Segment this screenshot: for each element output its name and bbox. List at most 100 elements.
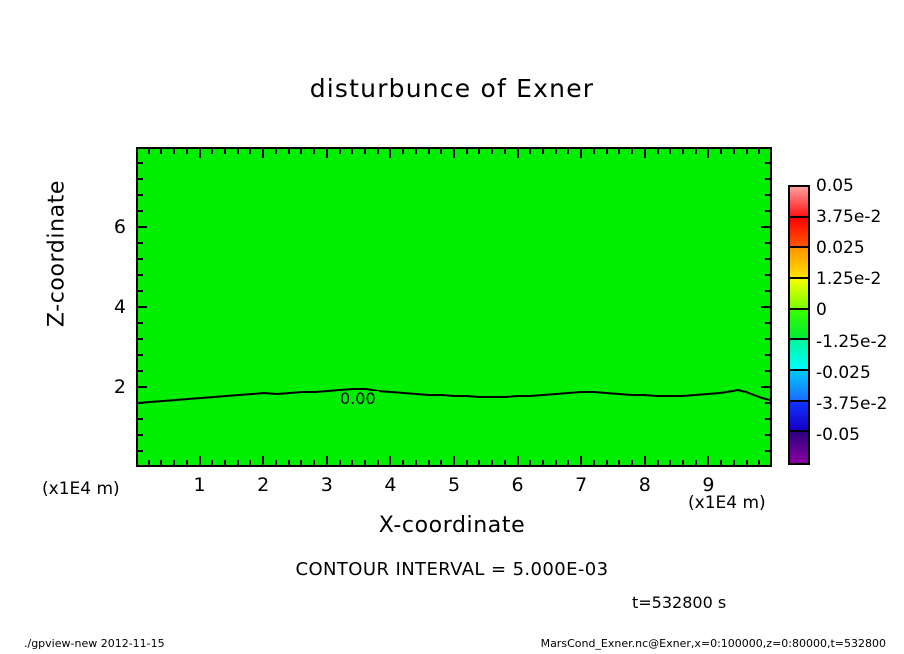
x-tick-mark: [618, 149, 621, 154]
colorbar-label: 0.05: [816, 176, 854, 196]
x-tick-mark: [720, 460, 723, 465]
x-tick-mark: [542, 460, 545, 465]
y-tick-mark: [138, 258, 143, 260]
x-tick-mark: [389, 149, 392, 158]
x-tick-mark: [567, 460, 570, 465]
x-tick-mark: [643, 456, 646, 465]
colorbar-segment: [790, 401, 808, 433]
x-tick-mark: [300, 149, 303, 154]
x-tick-mark: [262, 149, 265, 158]
y-tick-mark: [765, 194, 770, 196]
y-tick-mark: [138, 354, 143, 356]
x-tick-mark: [325, 149, 328, 158]
x-tick-mark: [160, 460, 163, 465]
x-tick-mark: [681, 460, 684, 465]
x-tick-mark: [313, 460, 316, 465]
y-tick-mark: [138, 386, 147, 388]
y-tick-label: 2: [113, 376, 126, 398]
x-tick-mark: [491, 149, 494, 154]
x-tick-mark: [249, 460, 252, 465]
timestamp-label: t=532800 s: [632, 593, 727, 612]
footer-source-label: MarsCond_Exner.nc@Exner,x=0:100000,z=0:8…: [540, 637, 886, 650]
x-tick-mark: [414, 460, 417, 465]
x-tick-mark: [669, 460, 672, 465]
x-tick-mark: [185, 460, 188, 465]
x-tick-mark: [503, 149, 506, 154]
y-tick-mark: [765, 274, 770, 276]
y-tick-mark: [765, 450, 770, 452]
x-tick-mark: [274, 460, 277, 465]
x-tick-label: 9: [702, 474, 715, 496]
x-tick-mark: [363, 460, 366, 465]
colorbar-label: -0.025: [816, 362, 871, 383]
y-tick-mark: [138, 162, 143, 164]
x-tick-label: 8: [638, 474, 651, 496]
x-tick-mark: [694, 460, 697, 465]
x-tick-mark: [287, 149, 290, 154]
y-tick-mark: [765, 322, 770, 324]
y-tick-mark: [765, 354, 770, 356]
x-tick-mark: [529, 460, 532, 465]
x-tick-mark: [198, 149, 201, 158]
y-tick-mark: [138, 402, 143, 404]
x-tick-label: 4: [384, 474, 397, 496]
x-tick-mark: [669, 149, 672, 154]
y-tick-label: 6: [113, 216, 126, 238]
x-tick-mark: [198, 456, 201, 465]
x-tick-mark: [224, 149, 227, 154]
x-tick-mark: [427, 460, 430, 465]
colorbar-label: 0.025: [816, 238, 865, 259]
x-axis-title: X-coordinate: [378, 513, 526, 538]
x-tick-label: 7: [575, 474, 588, 496]
x-tick-label: 6: [511, 474, 524, 496]
page-title: disturbunce of Exner: [309, 74, 595, 103]
x-tick-mark: [478, 149, 481, 154]
x-tick-mark: [720, 149, 723, 154]
x-tick-mark: [656, 149, 659, 154]
x-tick-mark: [300, 460, 303, 465]
x-tick-mark: [414, 149, 417, 154]
colorbar-label: 3.75e-2: [816, 207, 882, 228]
x-tick-mark: [453, 456, 455, 465]
x-tick-mark: [376, 149, 379, 154]
x-tick-mark: [287, 460, 290, 465]
x-tick-mark: [732, 460, 735, 465]
x-tick-label: 5: [447, 474, 461, 496]
x-tick-mark: [758, 149, 761, 154]
colorbar-segment: [790, 217, 808, 249]
x-tick-mark: [567, 149, 570, 154]
y-tick-mark: [138, 338, 143, 340]
contour-interval-note: CONTOUR INTERVAL = 5.000E-03: [295, 559, 609, 580]
y-tick-mark: [765, 338, 770, 340]
y-tick-mark: [761, 386, 770, 388]
x-tick-mark: [249, 149, 252, 154]
y-tick-mark: [765, 434, 770, 436]
colorbar-segment: [790, 340, 808, 371]
x-tick-mark: [363, 149, 366, 154]
x-tick-mark: [173, 149, 176, 154]
y-tick-mark: [761, 306, 770, 308]
plot-area: [136, 147, 772, 467]
colorbar-segment: [790, 432, 808, 463]
x-tick-mark: [453, 149, 455, 158]
colorbar-label: 1.25e-2: [816, 269, 882, 290]
x-tick-mark: [465, 460, 468, 465]
y-tick-mark: [138, 418, 143, 420]
x-tick-mark: [376, 460, 379, 465]
y-tick-mark: [765, 290, 770, 292]
colorbar: [788, 185, 810, 465]
x-tick-mark: [351, 460, 354, 465]
y-tick-mark: [138, 226, 147, 228]
colorbar-label: -3.75e-2: [816, 393, 888, 414]
y-tick-mark: [765, 402, 770, 404]
x-tick-mark: [338, 149, 341, 154]
x-tick-mark: [185, 149, 188, 154]
x-tick-mark: [631, 460, 634, 465]
x-tick-label: 2: [257, 474, 270, 496]
y-tick-mark: [138, 178, 143, 180]
x-tick-mark: [262, 456, 265, 465]
x-tick-mark: [580, 149, 583, 158]
x-tick-mark: [440, 460, 443, 465]
y-tick-mark: [138, 306, 147, 308]
contour-fill-region: [138, 149, 770, 465]
